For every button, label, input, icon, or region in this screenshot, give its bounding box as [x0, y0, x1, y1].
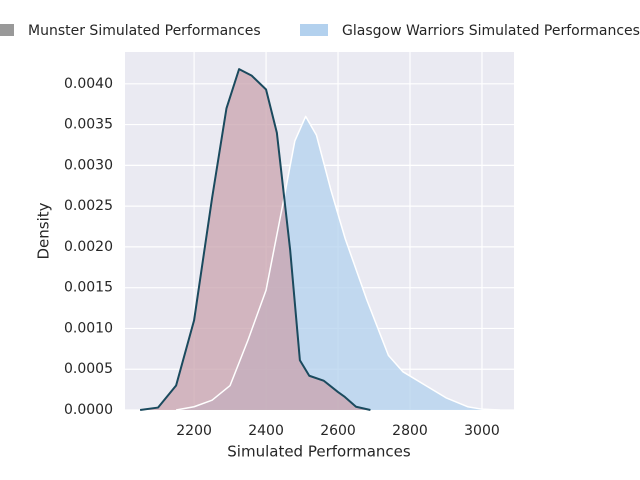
- y-tick-label: 0.0040: [64, 76, 113, 92]
- density-line: [175, 115, 500, 411]
- x-tick-label: 2600: [320, 423, 356, 439]
- density-area: [140, 69, 371, 411]
- legend-swatch: [0, 24, 14, 36]
- y-tick-label: 0.0005: [64, 361, 113, 377]
- x-tick-label: 2200: [176, 423, 212, 439]
- x-tick-label: 2400: [248, 423, 284, 439]
- y-tick-label: 0.0010: [64, 320, 113, 336]
- x-tick-label: 2800: [392, 423, 428, 439]
- y-tick-label: 0.0015: [64, 280, 113, 296]
- legend-label: Munster Simulated Performances: [28, 23, 261, 39]
- legend-label: Glasgow Warriors Simulated Performances: [342, 23, 640, 39]
- y-tick-label: 0.0000: [64, 402, 113, 418]
- y-tick-label: 0.0020: [64, 239, 113, 255]
- legend-swatch: [300, 24, 328, 36]
- y-axis-label: Density: [35, 202, 53, 259]
- x-tick-label: 3000: [464, 423, 500, 439]
- x-axis-label: Simulated Performances: [227, 443, 411, 461]
- density-line: [139, 68, 371, 411]
- y-tick-label: 0.0030: [64, 157, 113, 173]
- y-tick-label: 0.0025: [64, 198, 113, 214]
- y-tick-label: 0.0035: [64, 117, 113, 133]
